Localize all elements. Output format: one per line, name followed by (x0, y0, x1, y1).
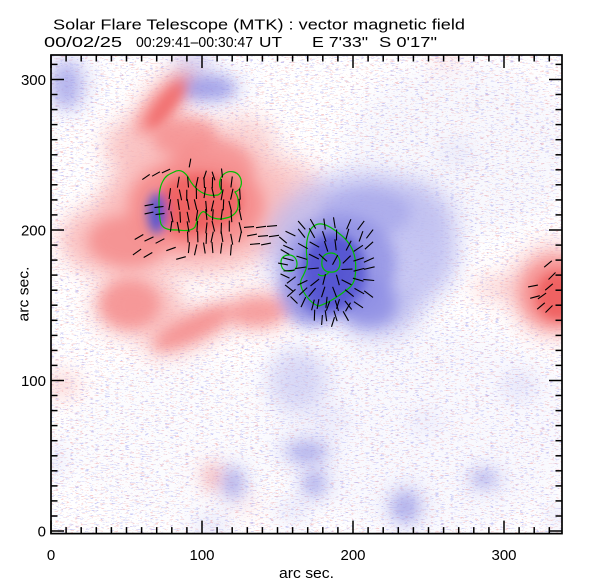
svg-text:arc sec.: arc sec. (279, 565, 334, 582)
svg-text:UT: UT (259, 35, 282, 51)
svg-text:E 7'33": E 7'33" (312, 35, 368, 51)
svg-text:300: 300 (491, 547, 516, 564)
svg-text:300: 300 (21, 72, 46, 89)
svg-text:00/02/25: 00/02/25 (44, 35, 122, 51)
svg-text:Solar Flare Telescope (MTK) :: Solar Flare Telescope (MTK) : vector mag… (53, 17, 465, 34)
svg-text:0: 0 (47, 547, 55, 564)
svg-text:200: 200 (340, 547, 365, 564)
svg-text:100: 100 (21, 373, 46, 390)
svg-text:100: 100 (189, 547, 214, 564)
svg-text:200: 200 (21, 223, 46, 240)
svg-text:arc sec.: arc sec. (16, 267, 33, 322)
svg-text:0: 0 (38, 524, 46, 541)
svg-text:00:29:41–00:30:47: 00:29:41–00:30:47 (136, 35, 253, 51)
svg-text:S 0'17": S 0'17" (379, 35, 437, 51)
